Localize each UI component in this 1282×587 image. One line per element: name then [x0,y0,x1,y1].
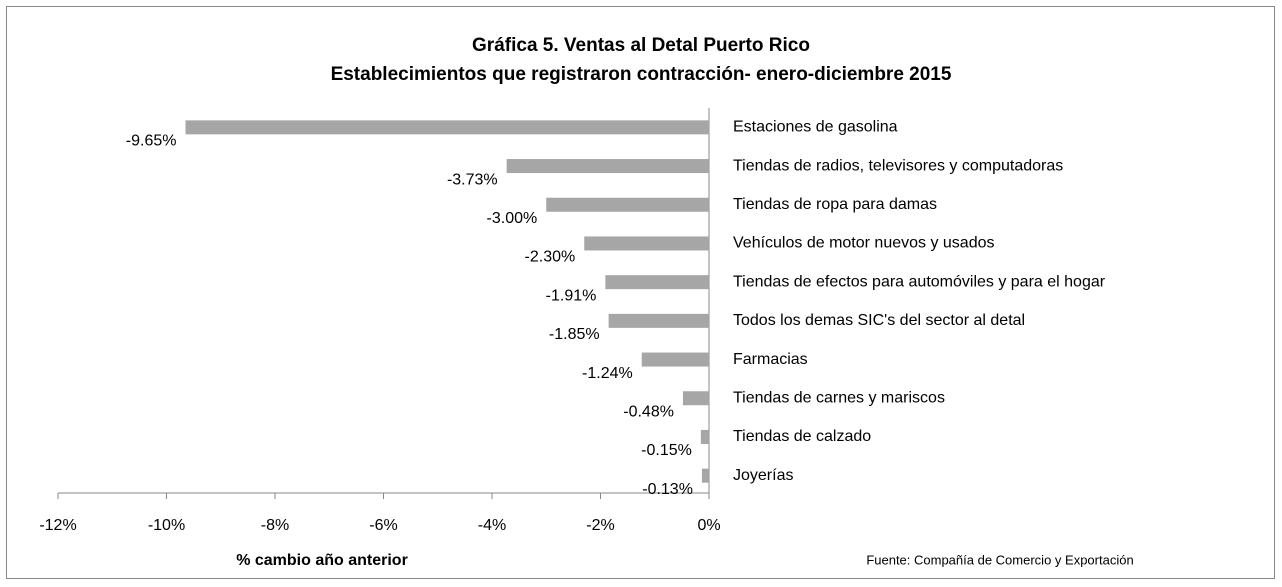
category-label: Tiendas de ropa para damas [733,196,937,213]
category-label: Farmacias [733,351,808,368]
x-tick-label: 0% [697,517,720,534]
chart-title: Gráfica 5. Ventas al Detal Puerto Rico [472,35,810,56]
data-label: -3.00% [487,210,538,227]
category-label: Joyerías [733,467,793,484]
bar [608,313,709,328]
bar [506,159,709,174]
x-tick-label: -4% [478,517,506,534]
bar [584,236,709,251]
category-label: Tiendas de efectos para automóviles y pa… [733,273,1106,290]
category-label: Tiendas de radios, televisores y computa… [733,157,1063,174]
x-tick-label: -2% [586,517,614,534]
source-note: Fuente: Compañía de Comercio y Exportaci… [866,552,1133,567]
data-label: -1.24% [582,365,633,382]
data-label: -3.73% [447,171,498,188]
bar [700,429,709,444]
x-tick-label: -6% [369,517,397,534]
x-tick-label: -8% [261,517,289,534]
bar [641,352,709,367]
category-label: Estaciones de gasolina [733,119,898,136]
x-tick-label: -10% [148,517,185,534]
bar [546,197,709,212]
x-axis-title: % cambio año anterior [236,552,408,569]
chart-border [6,6,1275,579]
chart-subtitle: Establecimientos que registraron contrac… [331,64,952,85]
category-label: Tiendas de calzado [733,428,871,445]
bar [682,391,709,406]
data-label: -1.91% [546,287,597,304]
x-tick-label: -12% [39,517,76,534]
data-label: -2.30% [525,249,576,266]
category-label: Vehículos de motor nuevos y usados [733,235,995,252]
data-label: -0.48% [623,403,674,420]
bar [185,120,710,135]
data-label: -9.65% [126,133,177,150]
data-label: -0.15% [641,442,692,459]
category-label: Todos los demas SIC's del sector al deta… [733,312,1025,329]
bar [605,275,709,290]
bar [701,468,709,483]
category-label: Tiendas de carnes y mariscos [733,389,945,406]
data-label: -1.85% [549,326,600,343]
data-label: -0.13% [642,481,693,498]
